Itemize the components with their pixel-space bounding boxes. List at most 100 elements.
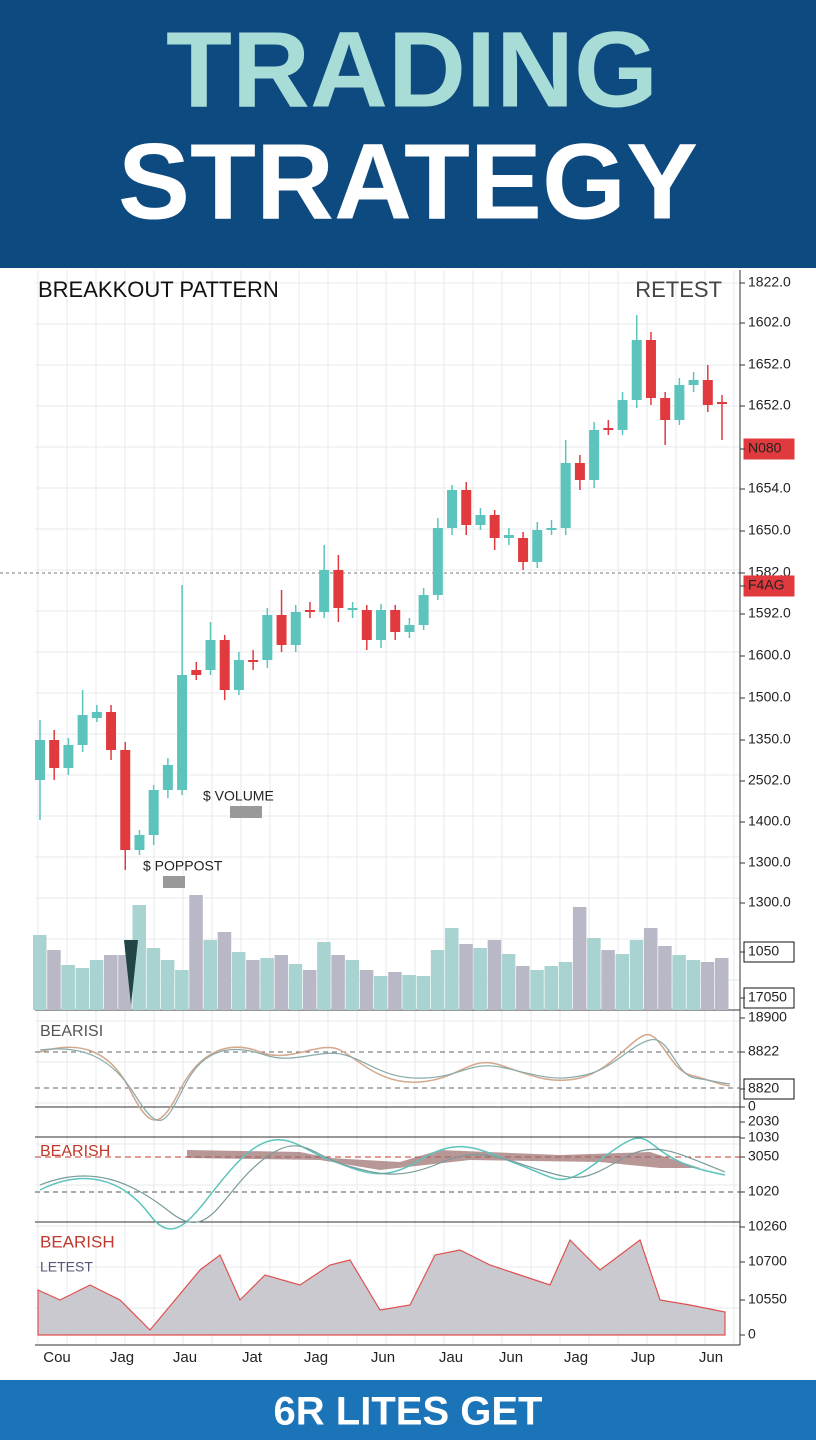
candle-body	[177, 675, 188, 790]
candle-body	[603, 428, 614, 430]
volume-bar	[501, 954, 516, 1010]
oscillator-line	[39, 1145, 726, 1223]
x-tick-label: Jun	[499, 1349, 523, 1366]
axis-label: 1350.0	[748, 731, 791, 747]
candle-body	[702, 380, 713, 405]
candle-body	[49, 740, 60, 768]
annotation-block	[230, 806, 262, 818]
axis-label: 2030	[748, 1113, 779, 1129]
volume-bar	[572, 907, 587, 1010]
volume-bar	[132, 905, 146, 1010]
candle-body	[631, 340, 642, 400]
candle-body	[191, 670, 202, 675]
candle-body	[645, 340, 656, 398]
candle-body	[276, 615, 287, 645]
candle-body	[120, 750, 131, 850]
x-tick-label: Jag	[304, 1349, 328, 1366]
volume-bar	[601, 950, 615, 1010]
volume-bar	[445, 928, 459, 1010]
axis-label: 10550	[748, 1291, 787, 1307]
x-tick-label: Cou	[43, 1349, 71, 1366]
oscillator-line	[39, 1039, 731, 1122]
volume-bar	[615, 954, 630, 1010]
axis-label: 17050	[748, 989, 787, 1005]
axis-label: 1652.0	[748, 397, 791, 413]
candle-body	[503, 535, 514, 538]
annotation: $ POPPOST	[143, 858, 223, 874]
candle-body	[432, 528, 443, 595]
axis-label: 0	[748, 1326, 756, 1342]
x-tick-label: Jag	[110, 1349, 134, 1366]
x-tick-label: Jun	[371, 1349, 395, 1366]
volume-bar	[658, 946, 672, 1010]
candle-body	[404, 625, 415, 632]
footer-text: 6R LITES GET	[274, 1390, 543, 1434]
x-tick-label: Jag	[564, 1349, 588, 1366]
volume-bar	[189, 895, 203, 1010]
candle-body	[489, 515, 500, 538]
chart-title: BREAKKOUT PATTERN	[38, 277, 279, 302]
oscillator-line	[39, 1034, 731, 1121]
panel-label: BEARISH	[40, 1143, 110, 1160]
volume-bar	[473, 948, 487, 1010]
candle-body	[717, 402, 727, 404]
candle-body	[248, 660, 259, 662]
axis-label: 1030	[748, 1129, 779, 1145]
volume-bar	[160, 960, 175, 1010]
volume-bar	[416, 976, 431, 1010]
panel-label: LETEST	[40, 1259, 93, 1275]
volume-bar	[388, 972, 402, 1010]
axis-label: 1020	[748, 1183, 779, 1199]
candle-body	[77, 715, 88, 745]
candle-body	[262, 615, 273, 660]
volume-bar	[246, 960, 260, 1010]
axis-label: 1500.0	[748, 689, 791, 705]
axis-label: 0	[748, 1098, 756, 1114]
candle-body	[560, 463, 571, 528]
footer-band	[0, 1380, 816, 1440]
axis-label: 18900	[748, 1009, 787, 1025]
candle-body	[617, 400, 628, 430]
volume-bar	[260, 958, 274, 1010]
axis-label: 10260	[748, 1218, 787, 1234]
x-tick-label: Jun	[699, 1349, 723, 1366]
volume-bar	[33, 935, 47, 1010]
volume-bar	[715, 958, 729, 1010]
x-tick-label: Jau	[439, 1349, 463, 1366]
candle-body	[688, 380, 699, 385]
axis-label: 1654.0	[748, 480, 791, 496]
candle-body	[205, 640, 216, 670]
volume-bar	[558, 962, 573, 1010]
candle-body	[333, 570, 344, 608]
candle-body	[546, 528, 557, 530]
volume-bar	[430, 950, 445, 1010]
histogram-band	[187, 1150, 700, 1170]
volume-bar	[331, 955, 345, 1010]
axis-label: 1300.0	[748, 894, 791, 910]
volume-bar	[61, 965, 75, 1010]
axis-label: 3050	[748, 1148, 779, 1164]
candle-body	[347, 608, 358, 610]
candle-body	[63, 745, 74, 768]
volume-bar	[487, 940, 502, 1010]
candle-body	[475, 515, 486, 525]
candle-body	[134, 835, 145, 850]
x-tick-label: Jat	[242, 1349, 263, 1366]
volume-bar	[402, 975, 416, 1010]
volume-bar	[75, 968, 90, 1010]
volume-bar	[175, 970, 189, 1010]
volume-bar	[629, 940, 644, 1010]
candle-body	[674, 385, 685, 420]
volume-bar	[317, 942, 331, 1010]
candle-body	[447, 490, 458, 528]
volume-bar	[672, 955, 686, 1010]
annotation-block	[163, 876, 185, 888]
volume-bar	[231, 952, 246, 1010]
candle-body	[418, 595, 429, 625]
axis-label: 1400.0	[748, 813, 791, 829]
axis-label: 1650.0	[748, 522, 791, 538]
volume-spike	[124, 940, 138, 1005]
axis-label: 1602.0	[748, 314, 791, 330]
